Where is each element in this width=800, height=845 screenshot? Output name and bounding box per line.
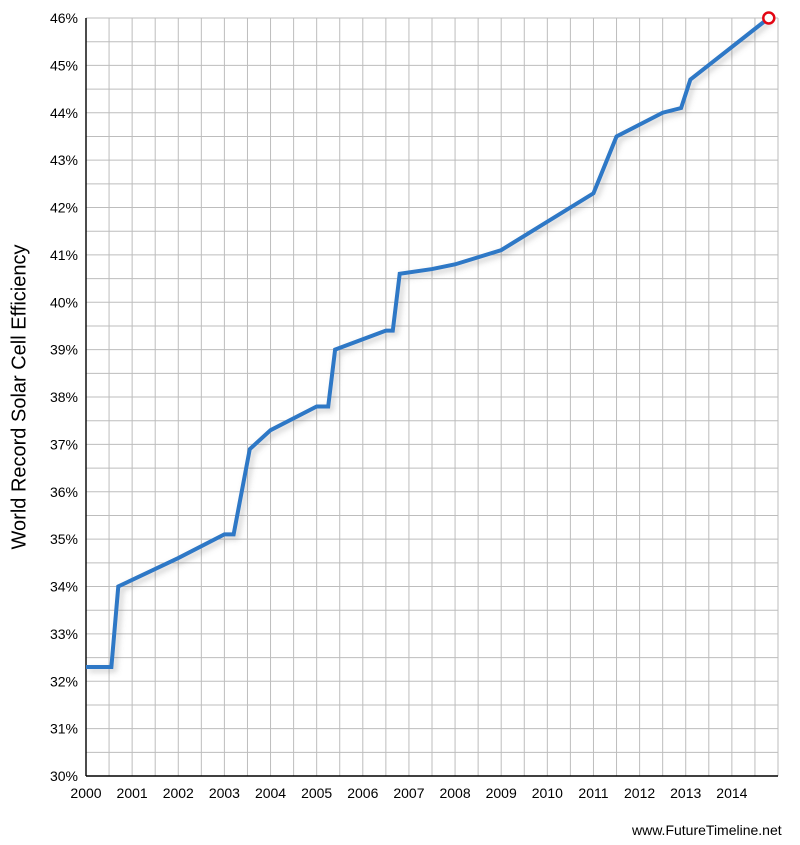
x-tick-label: 2003: [209, 785, 240, 801]
x-tick-label: 2006: [347, 785, 378, 801]
y-tick-label: 35%: [50, 531, 78, 547]
x-tick-label: 2002: [163, 785, 194, 801]
y-tick-label: 34%: [50, 579, 78, 595]
y-tick-label: 37%: [50, 436, 78, 452]
chart-container: World Record Solar Cell Efficiency 30% 31…: [0, 0, 800, 845]
x-tick-label: 2007: [393, 785, 424, 801]
x-tick-label: 2010: [532, 785, 563, 801]
y-tick-label: 38%: [50, 389, 78, 405]
x-tick-label: 2008: [439, 785, 470, 801]
x-tick-label: 2000: [70, 785, 101, 801]
x-tick-label: 2011: [578, 785, 608, 801]
credit-text: www.FutureTimeline.net: [632, 822, 782, 838]
x-tick-label: 2012: [624, 785, 655, 801]
y-tick-label: 36%: [50, 484, 78, 500]
y-tick-label: 43%: [50, 152, 78, 168]
x-tick-label: 2004: [255, 785, 286, 801]
y-tick-label: 42%: [50, 200, 78, 216]
y-tick-label: 44%: [50, 105, 78, 121]
grid: [86, 18, 778, 776]
y-tick-label: 31%: [50, 721, 78, 737]
y-tick-label: 41%: [50, 247, 78, 263]
y-tick-label: 46%: [50, 10, 78, 26]
line-chart: 30% 31% 32% 33% 34% 35% 36% 37% 38% 39% 40% 41% 42% 4…: [0, 0, 800, 845]
x-tick-label: 2013: [670, 785, 701, 801]
y-tick-label: 32%: [50, 673, 78, 689]
efficiency-line: [86, 18, 769, 667]
y-tick-label: 30%: [50, 768, 78, 784]
y-tick-label: 33%: [50, 626, 78, 642]
x-tick-label: 2005: [301, 785, 332, 801]
x-tick-label: 2009: [486, 785, 517, 801]
endpoint-marker: [763, 13, 774, 24]
x-tick-label: 2014: [716, 785, 747, 801]
y-axis-label: World Record Solar Cell Efficiency: [9, 245, 32, 550]
y-tick-label: 45%: [50, 57, 78, 73]
y-tick-label: 39%: [50, 342, 78, 358]
y-tick-label: 40%: [50, 294, 78, 310]
x-tick-label: 2001: [117, 785, 148, 801]
